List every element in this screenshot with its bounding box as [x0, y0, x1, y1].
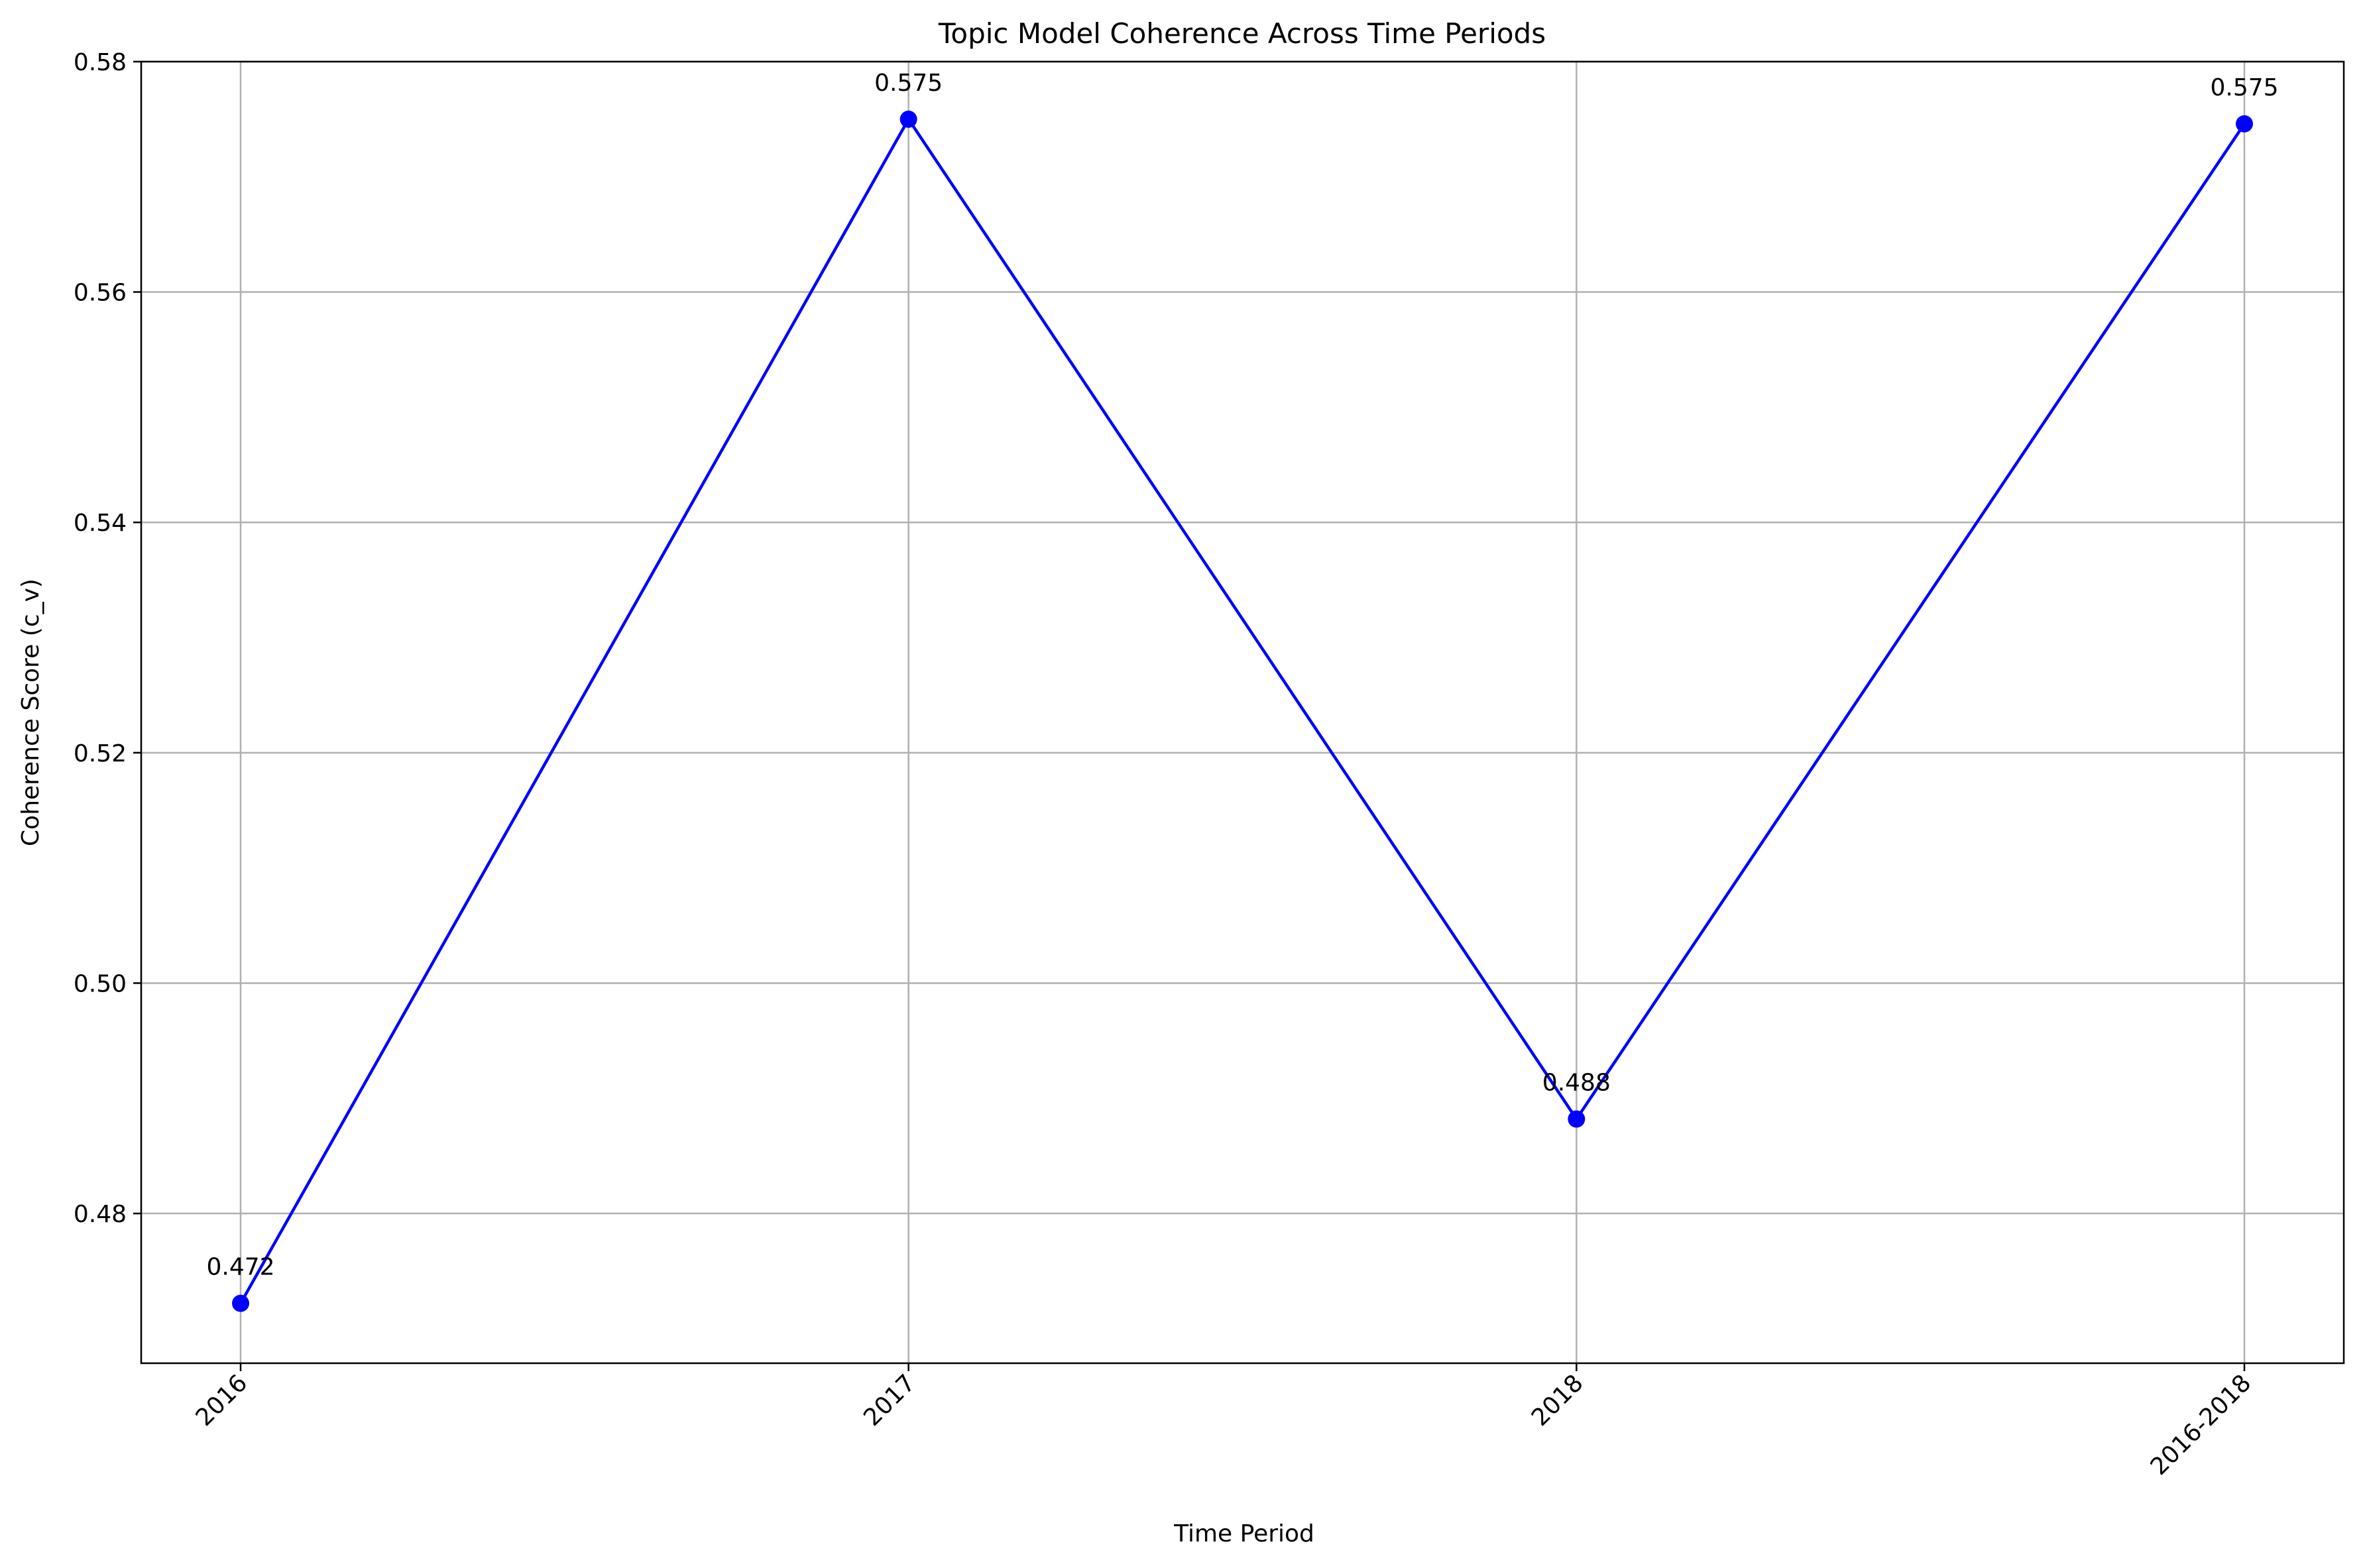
grid	[141, 60, 2344, 1363]
series-layer: 0.472 0.575 0.488 0.575	[206, 70, 2279, 1312]
data-point	[899, 110, 917, 128]
x-tick-label: 2016	[191, 1369, 253, 1431]
data-point	[1568, 1110, 1586, 1128]
data-point	[232, 1294, 249, 1312]
axes-frame	[140, 60, 2345, 1365]
x-tick-label: 2016-2018	[2146, 1369, 2257, 1481]
x-axis-label: Time Period	[1173, 1520, 1314, 1547]
y-tick-label: 0.56	[74, 280, 127, 307]
y-tick-label: 0.58	[74, 49, 127, 76]
ticks: 2016 2017 2018 2016-2018 0.48 0.50 0.52 0.54 0.5…	[74, 49, 2257, 1481]
chart-title: Topic Model Coherence Across Time Period…	[938, 17, 1546, 50]
x-tick-label: 2018	[1527, 1369, 1589, 1431]
data-label: 0.575	[874, 70, 943, 97]
series-line	[239, 117, 2246, 1304]
y-tick-label: 0.48	[74, 1201, 127, 1228]
data-label: 0.575	[2210, 74, 2278, 101]
y-tick-label: 0.50	[74, 970, 127, 997]
y-tick-label: 0.52	[74, 740, 127, 767]
x-tick-label: 2017	[858, 1369, 921, 1431]
y-tick-label: 0.54	[74, 510, 127, 537]
y-axis-label: Coherence Score (c_v)	[17, 579, 44, 846]
data-point	[2236, 115, 2253, 133]
data-label: 0.472	[206, 1254, 274, 1281]
data-label: 0.488	[1542, 1070, 1611, 1097]
